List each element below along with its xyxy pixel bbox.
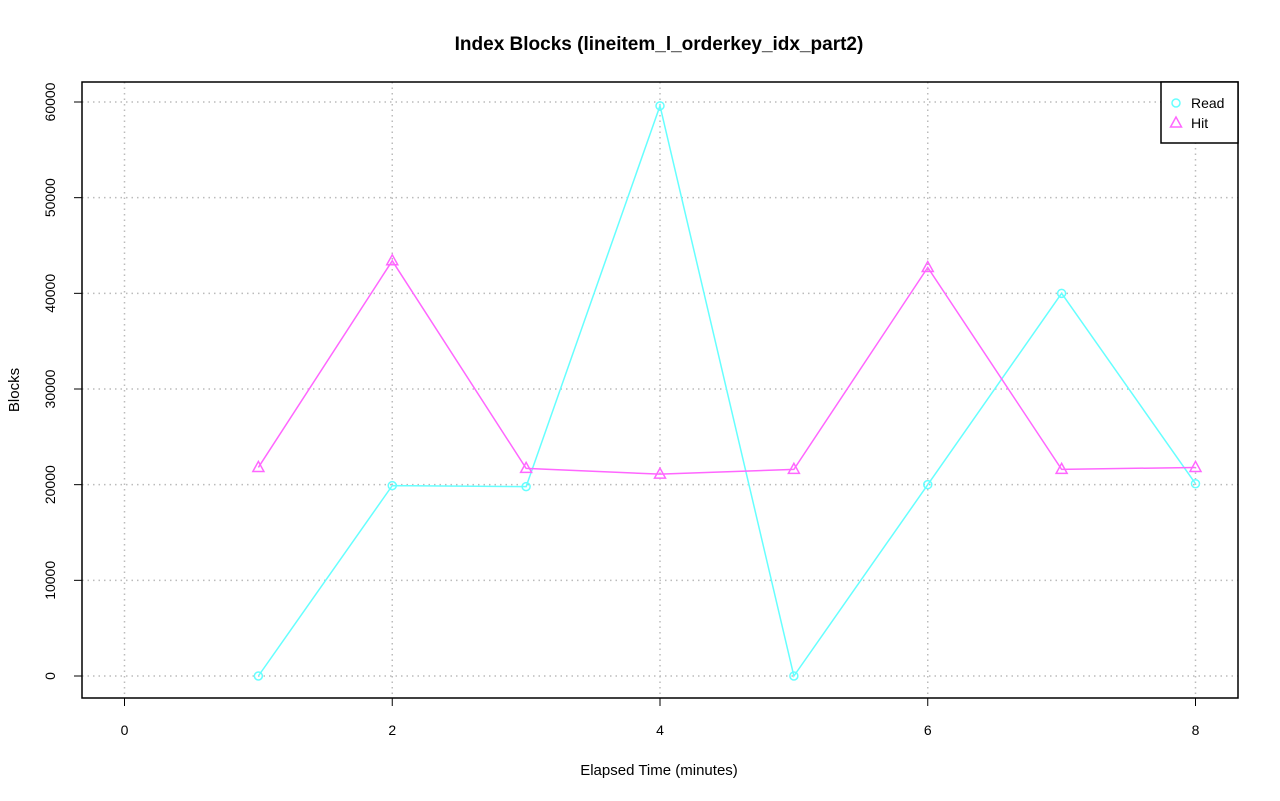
legend-label-read: Read xyxy=(1191,95,1224,111)
data-point-read xyxy=(387,480,397,491)
data-point-read xyxy=(521,481,531,492)
legend: Read Hit xyxy=(1160,81,1239,144)
series-read xyxy=(253,101,1201,681)
data-point-hit xyxy=(251,459,266,473)
y-tick-label: 40000 xyxy=(42,274,58,313)
data-point-hit xyxy=(920,259,935,273)
data-point-read xyxy=(1190,478,1201,489)
data-point-hit xyxy=(1188,459,1203,473)
series-line-hit xyxy=(257,259,1196,475)
series-hit xyxy=(251,253,1203,479)
y-tick-label: 0 xyxy=(42,672,58,680)
data-point-hit xyxy=(1169,115,1183,128)
data-point-read xyxy=(923,479,933,490)
data-point-hit xyxy=(787,461,801,475)
data-point-hit xyxy=(385,253,400,266)
data-point-read xyxy=(789,671,799,681)
y-tick-label: 20000 xyxy=(42,465,58,504)
data-point-hit xyxy=(1054,461,1069,475)
x-tick-label: 2 xyxy=(388,722,396,738)
x-tick-label: 6 xyxy=(924,722,932,738)
chart-title: Index Blocks (lineitem_l_orderkey_idx_pa… xyxy=(455,34,864,55)
data-point-read xyxy=(655,101,665,111)
y-tick-label: 50000 xyxy=(42,178,58,217)
legend-label-hit: Hit xyxy=(1191,115,1208,131)
series-line-read xyxy=(257,103,1197,678)
data-point-read xyxy=(1171,98,1181,108)
x-tick-label: 8 xyxy=(1192,722,1200,738)
data-point-hit xyxy=(653,466,667,479)
y-tick-label: 60000 xyxy=(42,82,58,121)
y-axis: 0 10000 20000 30000 40000 50000 60000 xyxy=(42,82,82,680)
x-axis-label: Elapsed Time (minutes) xyxy=(580,762,738,779)
y-tick-label: 30000 xyxy=(42,369,58,408)
x-tick-label: 0 xyxy=(121,722,129,738)
x-tick-label: 4 xyxy=(656,722,664,738)
grid xyxy=(82,82,1238,698)
data-point-read xyxy=(253,671,264,681)
y-axis-label: Blocks xyxy=(6,368,23,412)
series-group xyxy=(251,101,1203,681)
y-tick-label: 10000 xyxy=(42,561,58,600)
legend-box xyxy=(1160,81,1239,144)
x-axis: 0 2 4 6 8 xyxy=(121,698,1200,738)
data-point-hit xyxy=(519,460,533,474)
data-point-read xyxy=(1056,288,1067,299)
